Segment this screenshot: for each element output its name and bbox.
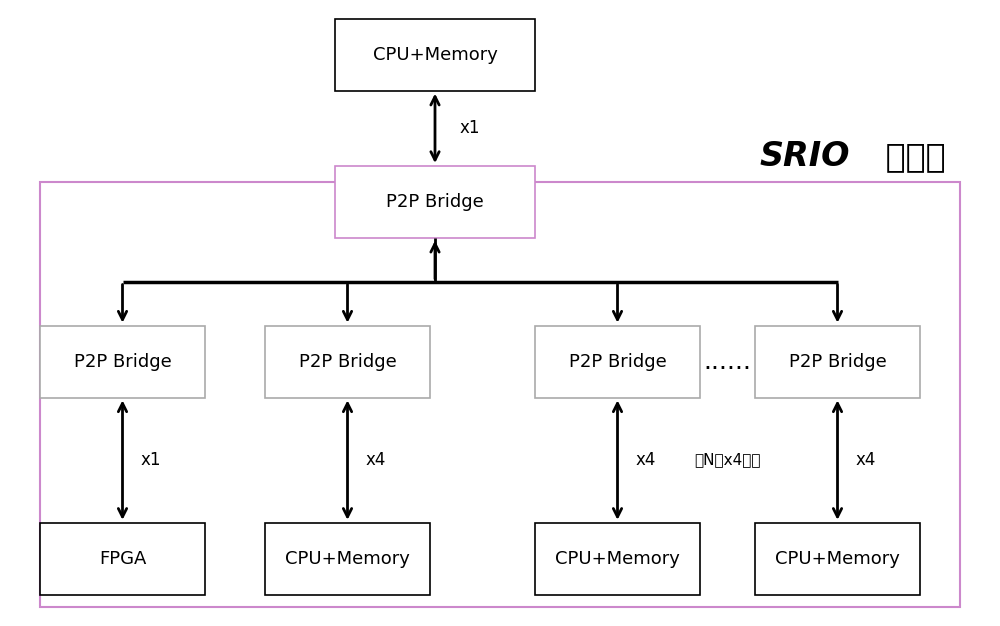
Text: CPU+Memory: CPU+Memory (775, 550, 900, 568)
Text: P2P Bridge: P2P Bridge (299, 352, 396, 371)
Text: SRIO: SRIO (760, 140, 850, 173)
Text: P2P Bridge: P2P Bridge (386, 193, 484, 211)
Text: P2P Bridge: P2P Bridge (74, 352, 171, 371)
Bar (335, 19, 535, 91)
Text: CPU+Memory: CPU+Memory (285, 550, 410, 568)
Text: CPU+Memory: CPU+Memory (555, 550, 680, 568)
Text: ......: ...... (704, 349, 752, 374)
Bar (535, 326, 700, 398)
Text: x4: x4 (366, 451, 386, 469)
Text: P2P Bridge: P2P Bridge (569, 352, 666, 371)
Text: x1: x1 (460, 120, 481, 137)
Bar (40, 523, 205, 595)
Text: 交换机: 交换机 (875, 140, 946, 173)
Text: x1: x1 (140, 451, 161, 469)
Text: 共N个x4接口: 共N个x4接口 (694, 453, 761, 468)
Bar (265, 523, 430, 595)
Text: x4: x4 (856, 451, 876, 469)
Bar (755, 326, 920, 398)
Bar (535, 523, 700, 595)
Text: FPGA: FPGA (99, 550, 146, 568)
Text: CPU+Memory: CPU+Memory (373, 46, 497, 64)
Text: x4: x4 (636, 451, 656, 469)
Bar (335, 166, 535, 238)
Text: P2P Bridge: P2P Bridge (789, 352, 886, 371)
Bar (40, 326, 205, 398)
Bar (265, 326, 430, 398)
Bar (755, 523, 920, 595)
Bar (40, 182, 960, 607)
